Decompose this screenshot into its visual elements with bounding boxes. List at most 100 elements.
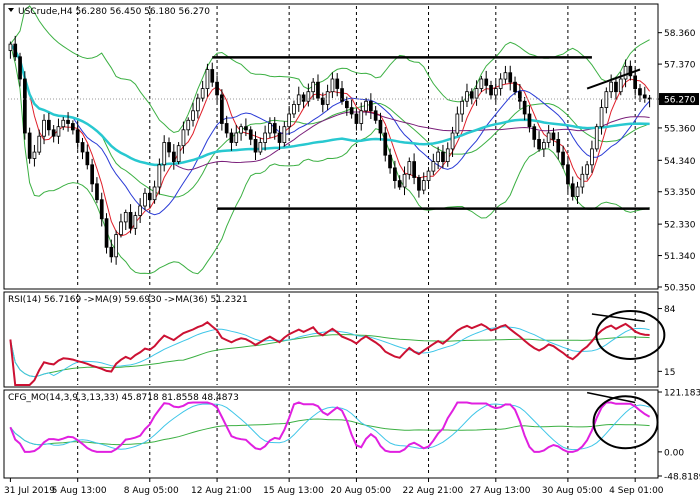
bull-candle <box>493 88 498 96</box>
bear-candle <box>513 81 517 93</box>
bull-candle <box>61 119 66 128</box>
price-panel-frame <box>3 3 659 290</box>
x-tick-label: 31 Jul 2019 <box>4 486 55 496</box>
bear-candle <box>147 192 152 201</box>
rsi-ma36-line <box>9 334 650 378</box>
bull-candle <box>618 78 623 93</box>
bull-candle <box>239 126 243 134</box>
bear-candle <box>532 126 537 140</box>
bull-candle <box>431 161 436 172</box>
bear-candle <box>373 110 378 121</box>
bull-candle <box>200 88 205 99</box>
x-tick-label: 30 Aug 05:00 <box>542 486 603 496</box>
bull-candle <box>119 221 123 235</box>
bull-candle <box>292 104 296 115</box>
bear-candle <box>527 113 532 128</box>
x-tick-label: 22 Aug 21:00 <box>403 486 464 496</box>
bull-candle <box>282 126 287 143</box>
bull-candle <box>296 94 301 105</box>
bull-candle <box>306 91 311 102</box>
y-tick-label: 55.360 <box>664 124 696 134</box>
bull-candle <box>436 151 441 163</box>
price-panel[interactable]: 58.360 57.370 56.270 55.360 54.340 53.350 52.3… <box>3 3 699 294</box>
y-tick-label: 50.350 <box>664 284 696 294</box>
rsi-line <box>9 321 650 386</box>
bull-candle <box>460 100 465 115</box>
bull-candle <box>585 164 590 175</box>
bull-candle <box>359 110 364 124</box>
bear-candle <box>95 183 99 201</box>
rsi-tick-label: 84 <box>664 305 676 315</box>
bull-candle <box>287 113 292 128</box>
price-header-text: USCrude,H4 56.280 56.450 56.180 56.270 <box>18 7 210 17</box>
bollinger-middle <box>9 43 650 198</box>
x-tick-label: 8 Aug 05:00 <box>124 486 179 496</box>
moving-average-14 <box>9 43 650 216</box>
y-tick-label: 54.340 <box>664 157 696 167</box>
y-tick-label: 57.370 <box>664 61 696 71</box>
bull-candle <box>8 43 13 51</box>
bear-candle <box>13 43 18 58</box>
bear-candle <box>340 88 344 102</box>
cfg-lines <box>9 401 651 453</box>
bear-candle <box>537 138 541 150</box>
cfg-panel[interactable]: 121.1836 0.00 -48.8189 CFG_MO(14,3,9,3,13,… <box>3 389 700 483</box>
bull-candle <box>138 205 142 216</box>
bear-candle <box>378 119 383 134</box>
bear-candle <box>272 123 277 134</box>
y-tick-label: 58.360 <box>664 29 696 39</box>
bull-candle <box>258 142 263 153</box>
current-price-box <box>659 93 699 106</box>
bull-candle <box>623 65 628 80</box>
rsi-panel[interactable]: 84 15 RSI(14) 56.7169 ->MA(9) 59.6930 ->M… <box>3 291 676 388</box>
x-tick-label: 12 Aug 21:00 <box>191 486 252 496</box>
bear-candle <box>85 151 90 166</box>
rsi-panel-frame <box>3 291 659 388</box>
x-tick-label: 4 Sep 01:00 <box>609 486 664 496</box>
rsi-y-axis: 84 15 <box>658 305 676 378</box>
bear-candle <box>71 123 75 131</box>
bull-candle <box>263 132 268 143</box>
bear-candle <box>561 151 565 166</box>
bear-candle <box>301 94 306 102</box>
bull-candle <box>364 100 368 112</box>
bull-candle <box>311 81 316 93</box>
bear-candle <box>335 78 340 89</box>
bear-candle <box>27 132 32 159</box>
bear-candle <box>412 161 417 178</box>
bull-candle <box>268 123 272 134</box>
bull-candle <box>186 119 191 131</box>
bull-candle <box>465 91 469 102</box>
bear-candle <box>167 142 171 153</box>
bull-candle <box>594 126 599 150</box>
bull-candle <box>426 170 431 182</box>
bull-candle <box>503 72 508 80</box>
bear-candle <box>383 132 388 156</box>
bull-candle <box>152 186 157 201</box>
x-tick-label: 20 Aug 05:00 <box>330 486 391 496</box>
trendline <box>586 68 641 90</box>
cfg-tick-label: -48.8189 <box>664 473 700 483</box>
bear-candle <box>104 218 109 248</box>
cfg-tick-label: 121.1836 <box>664 389 700 399</box>
bull-candle <box>599 107 604 128</box>
cfg-panel-frame <box>3 389 659 479</box>
bear-candle <box>75 129 80 143</box>
bull-candle <box>32 151 37 159</box>
rsi-header-text: RSI(14) 56.7169 ->MA(9) 59.6930 ->MA(36)… <box>8 295 248 305</box>
bull-candle <box>157 164 162 188</box>
bear-candle <box>628 65 633 77</box>
bear-candle <box>551 132 556 140</box>
cfg-header-text: CFG_MO(14,3,9,3,13,33) 45.8718 81.8558 4… <box>8 393 239 403</box>
bull-candle <box>133 215 138 229</box>
bull-candle <box>114 234 118 258</box>
bull-candle <box>37 135 42 153</box>
bear-candle <box>244 126 248 131</box>
moving-average-70 <box>9 43 650 167</box>
bear-candle <box>215 81 219 96</box>
bull-candle <box>123 211 128 223</box>
bear-candle <box>66 119 70 124</box>
bull-candle <box>546 132 551 143</box>
rsi-highlight-ellipse <box>595 309 666 360</box>
